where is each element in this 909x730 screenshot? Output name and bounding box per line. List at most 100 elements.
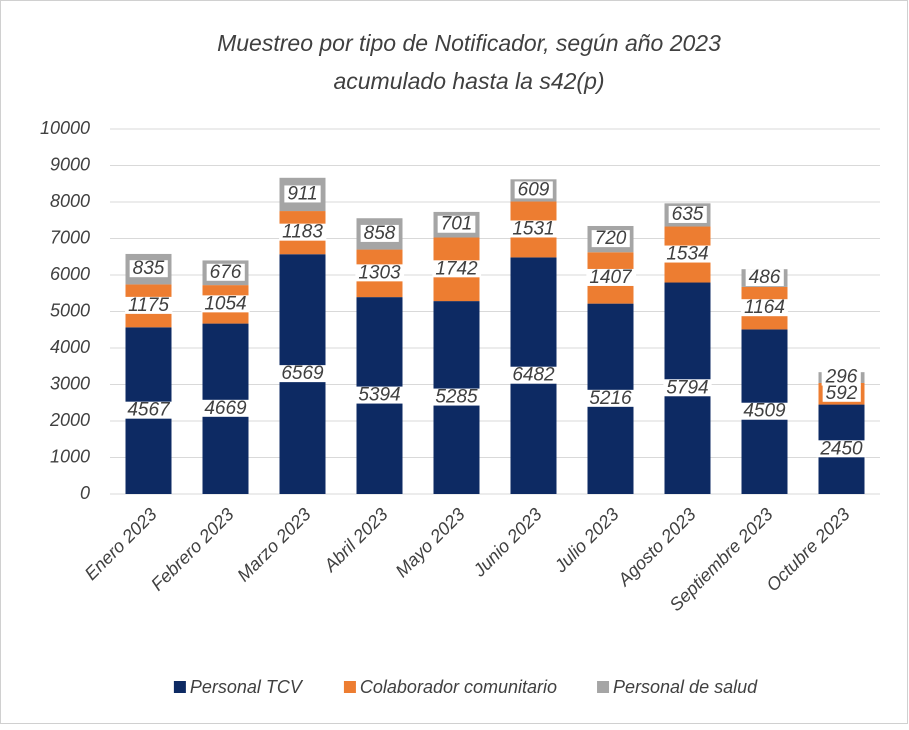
y-tick-label: 5000 [50, 300, 90, 320]
data-label-bg [668, 205, 707, 223]
data-label: 701 [441, 214, 473, 235]
data-label-bg [586, 268, 637, 286]
chart-title: Muestreo por tipo de Notificador, según … [217, 30, 721, 56]
y-tick-label: 6000 [50, 264, 90, 284]
legend-swatch [343, 681, 356, 693]
data-label-bg [279, 223, 327, 241]
legend-label: Colaborador comunitario [360, 677, 557, 697]
legend-label: Personal TCV [190, 677, 304, 697]
data-label: 1407 [589, 267, 633, 288]
data-label-bg [360, 224, 399, 242]
data-label-group: 609 [514, 179, 553, 200]
data-label: 296 [825, 367, 858, 388]
data-label-bg [816, 440, 867, 458]
data-label-bg [201, 399, 251, 417]
data-label: 1054 [204, 293, 246, 314]
data-label-bg [432, 388, 482, 406]
data-label-group: 486 [745, 267, 784, 288]
data-label: 4669 [204, 398, 247, 419]
y-tick-label: 0 [80, 483, 90, 503]
data-label-bg [586, 389, 636, 407]
data-label-bg [663, 379, 712, 397]
data-label-bg [124, 401, 175, 419]
data-label-group: 4669 [201, 398, 251, 419]
data-label-group: 5394 [355, 385, 404, 406]
data-label: 5285 [435, 387, 478, 408]
y-tick-label: 9000 [50, 154, 90, 174]
data-label-bg [509, 366, 559, 384]
data-label-group: 1303 [355, 262, 405, 283]
data-label-group: 676 [206, 262, 245, 283]
data-label-group: 1407 [586, 267, 637, 288]
data-label-group: 5285 [432, 387, 482, 408]
legend-swatch [173, 681, 186, 693]
data-label-group: 5794 [663, 377, 712, 398]
data-label: 1742 [435, 258, 478, 279]
data-label: 5216 [589, 388, 632, 409]
legend-label: Personal de salud [613, 677, 758, 697]
data-label: 676 [210, 262, 242, 283]
data-label: 609 [518, 179, 550, 200]
data-label-bg [129, 260, 168, 278]
legend-swatch [597, 681, 610, 693]
data-label-group: 1183 [279, 222, 327, 243]
data-label-group: 701 [437, 214, 476, 235]
data-label-group: 6482 [509, 365, 559, 386]
data-label-group: 1534 [663, 244, 712, 265]
data-label-group: 1742 [432, 258, 482, 279]
y-tick-label: 3000 [50, 373, 90, 393]
data-label-bg [355, 264, 405, 282]
data-label-bg [437, 215, 476, 233]
data-label-group: 1175 [125, 295, 173, 316]
data-label-group: 5216 [586, 388, 636, 409]
data-label-group: 835 [129, 258, 168, 279]
data-label-bg [822, 384, 861, 402]
data-label-group: 4509 [740, 401, 790, 422]
data-label: 4509 [743, 401, 786, 422]
data-label-group: 4567 [124, 400, 175, 421]
data-label-bg [284, 185, 321, 203]
data-label: 6569 [281, 363, 324, 384]
data-label-group: 2450 [816, 438, 867, 459]
data-label: 1534 [666, 244, 708, 265]
data-label-bg [432, 260, 482, 278]
data-label: 5794 [666, 377, 708, 398]
data-label: 5394 [358, 385, 400, 406]
data-label: 2450 [819, 438, 863, 459]
data-label-group: 635 [668, 204, 707, 225]
data-label-group: 1054 [201, 293, 250, 314]
data-label-group: 1164 [741, 297, 788, 318]
data-label: 6482 [512, 365, 555, 386]
data-label-bg [591, 230, 630, 248]
data-label-group: 720 [591, 228, 630, 249]
data-label-group: 592 [822, 383, 861, 404]
data-label-bg [514, 181, 553, 199]
data-label-group: 6569 [278, 363, 328, 384]
data-label: 858 [364, 223, 396, 244]
data-label-group: 296 [821, 367, 861, 388]
data-label-bg [663, 245, 712, 263]
data-label-bg [740, 402, 790, 420]
data-label-bg [745, 269, 784, 287]
y-tick-label: 8000 [50, 191, 90, 211]
data-label: 486 [749, 267, 781, 288]
data-label: 1164 [744, 297, 785, 318]
data-label-group: 1531 [509, 218, 558, 239]
y-tick-label: 2000 [49, 410, 90, 430]
data-label-bg [201, 295, 250, 313]
data-label: 4567 [127, 400, 171, 421]
data-label-bg [509, 220, 558, 238]
data-label-bg [278, 365, 328, 383]
data-label: 911 [287, 183, 317, 204]
data-label-bg [206, 263, 245, 281]
data-label-bg [125, 296, 173, 314]
y-tick-label: 4000 [50, 337, 90, 357]
data-label: 835 [133, 258, 165, 279]
data-label-bg [821, 368, 861, 386]
data-label: 720 [595, 228, 627, 249]
data-label: 635 [672, 204, 704, 225]
chart-subtitle: acumulado hasta la s42(p) [333, 68, 604, 94]
y-tick-label: 10000 [40, 118, 90, 138]
